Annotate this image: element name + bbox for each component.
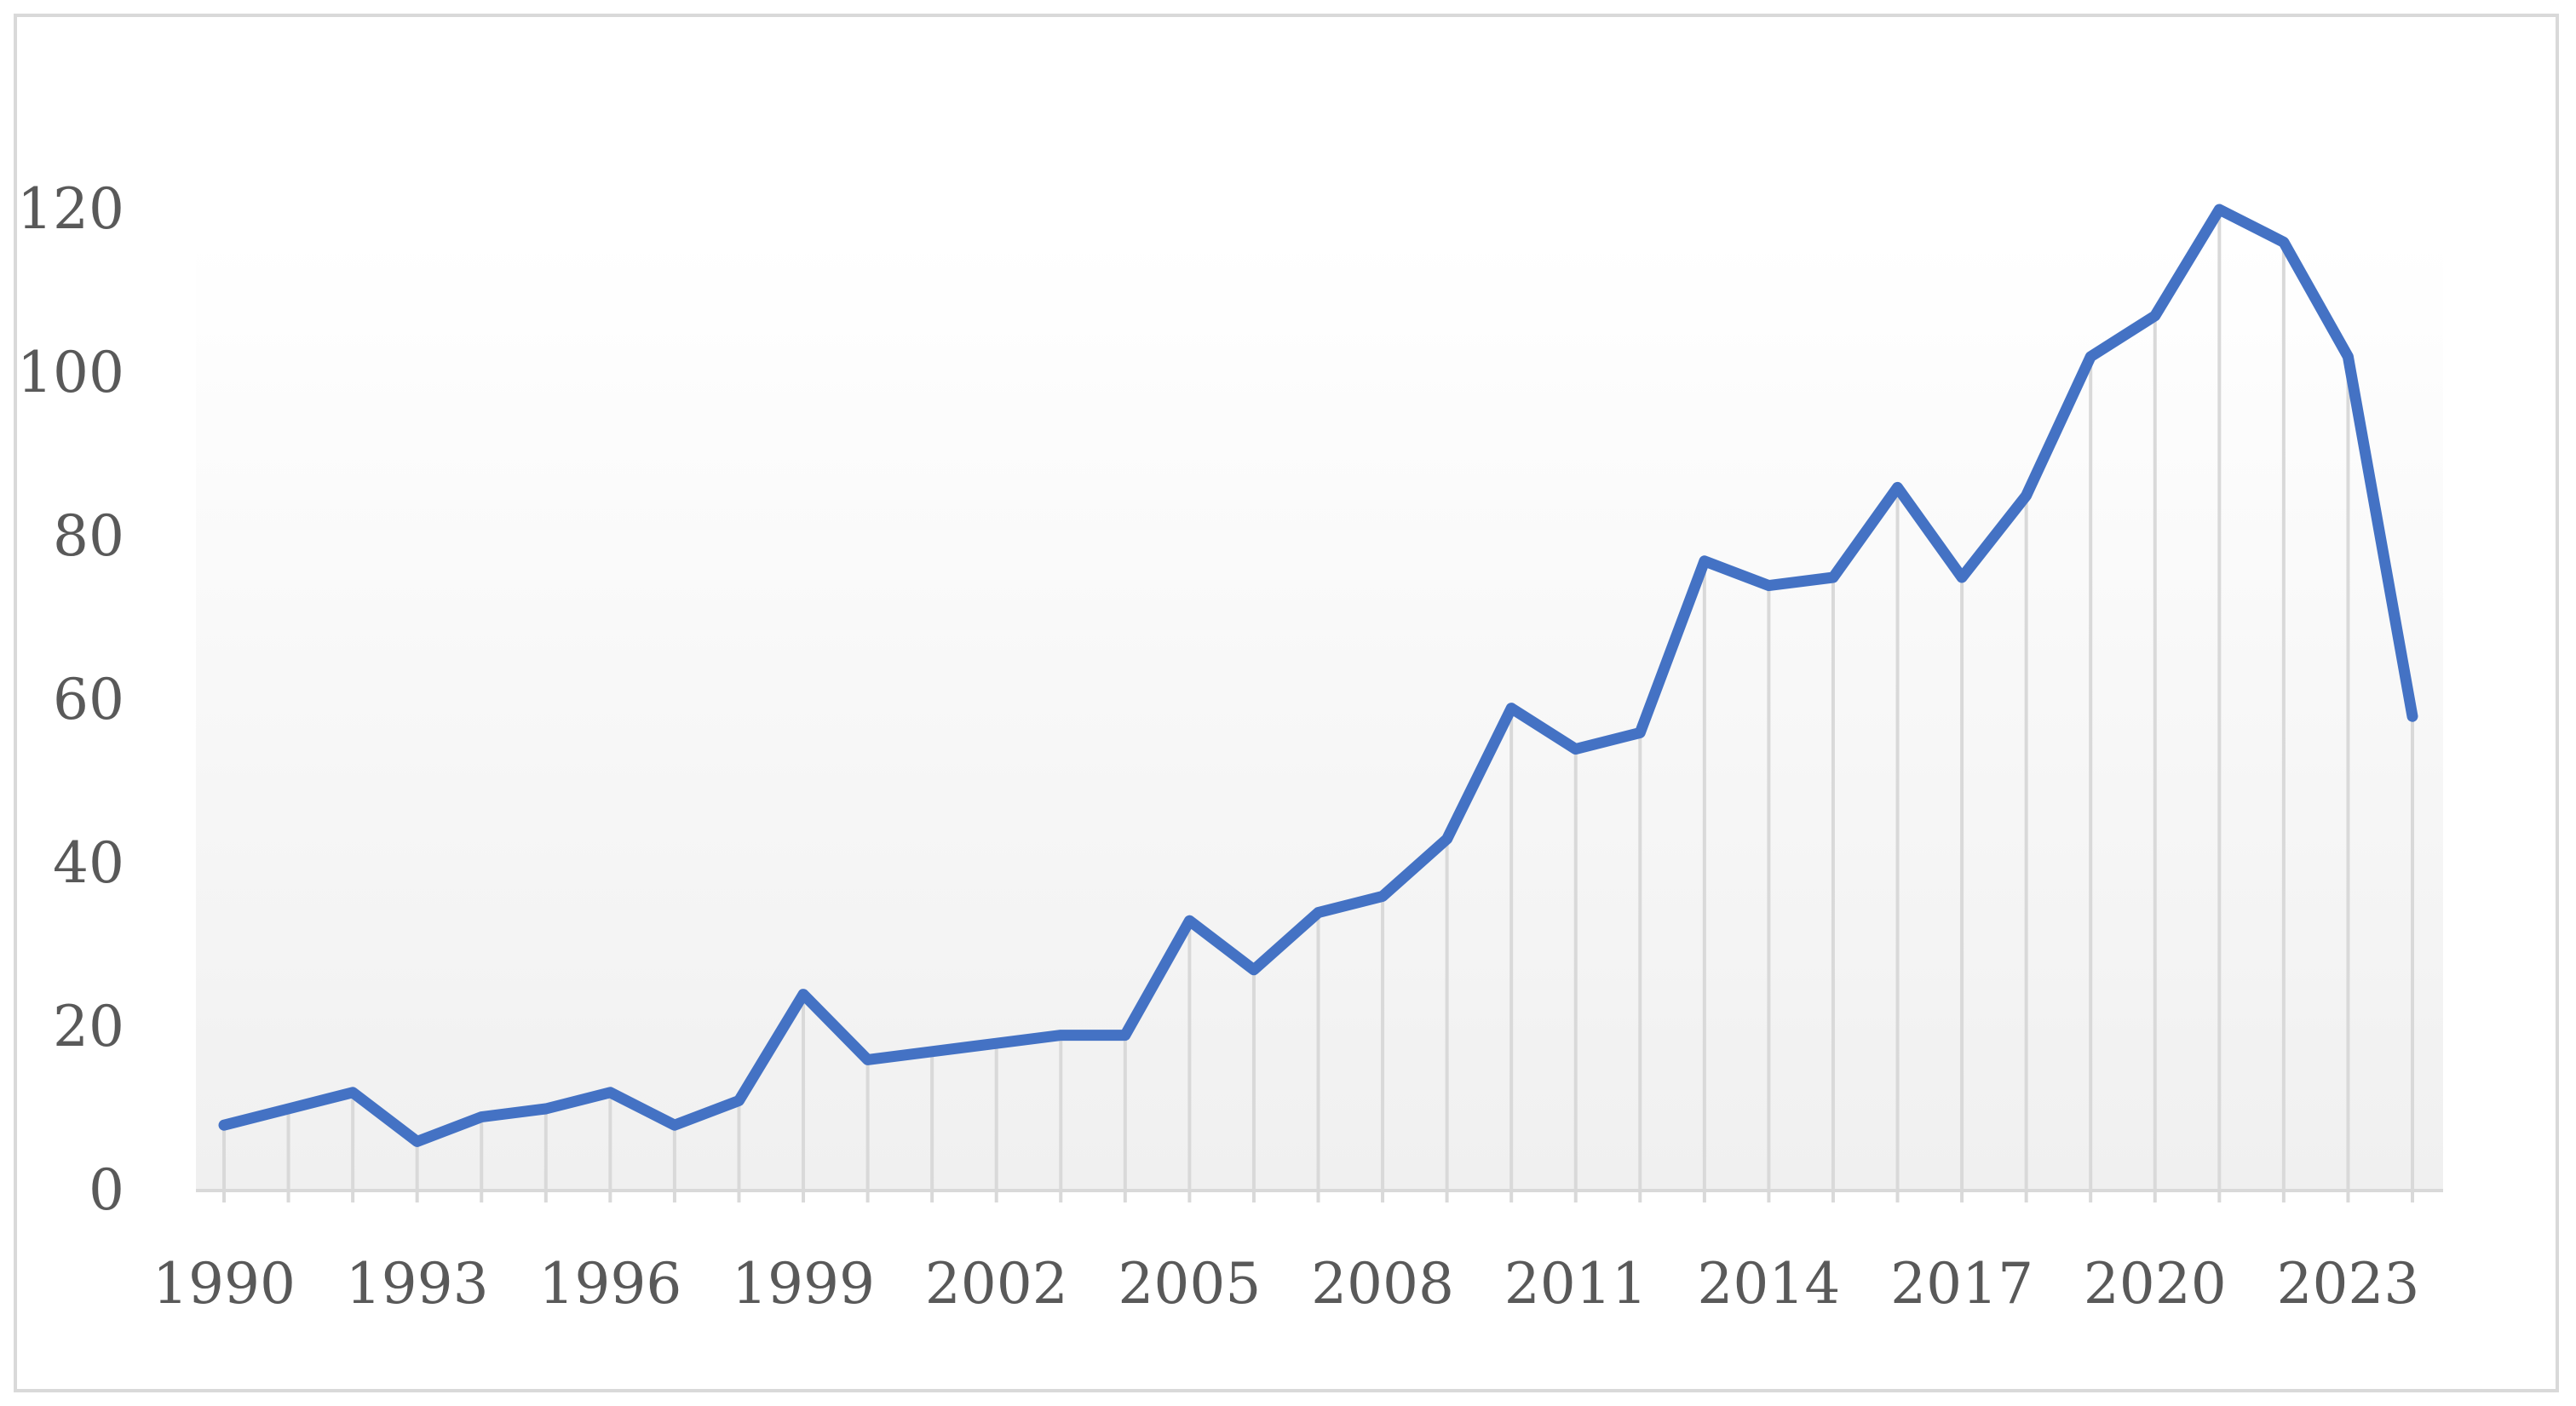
y-tick-label: 120 <box>17 176 124 242</box>
y-tick-label: 0 <box>89 1157 124 1223</box>
y-tick-label: 40 <box>53 830 124 896</box>
y-tick-label: 80 <box>53 503 124 569</box>
x-tick-label: 2008 <box>1311 1251 1454 1317</box>
x-axis-ticks <box>222 1191 2414 1202</box>
y-tick-label: 60 <box>53 667 124 732</box>
y-tick-label: 100 <box>17 340 124 405</box>
x-tick-label: 2017 <box>1890 1251 2033 1317</box>
x-tick-label: 2023 <box>2276 1251 2419 1317</box>
x-axis-labels: 1990 1993 1996 1999 2002 2005 2008 2011 2014 2017… <box>152 1251 2419 1317</box>
x-tick-label: 1993 <box>346 1251 489 1317</box>
drop-lines <box>222 209 2414 1191</box>
x-tick-label: 1999 <box>732 1251 875 1317</box>
y-tick-label: 20 <box>53 994 124 1059</box>
x-tick-label: 2002 <box>925 1251 1068 1317</box>
series-line <box>218 204 2418 1147</box>
x-tick-label: 2020 <box>2084 1251 2227 1317</box>
x-tick-label: 2005 <box>1118 1251 1261 1317</box>
x-tick-label: 2011 <box>1504 1251 1647 1317</box>
y-axis-labels: 0 20 40 60 80 100 120 <box>17 176 124 1223</box>
x-tick-label: 1990 <box>152 1251 296 1317</box>
x-tick-label: 1996 <box>538 1251 681 1317</box>
x-tick-label: 2014 <box>1697 1251 1840 1317</box>
